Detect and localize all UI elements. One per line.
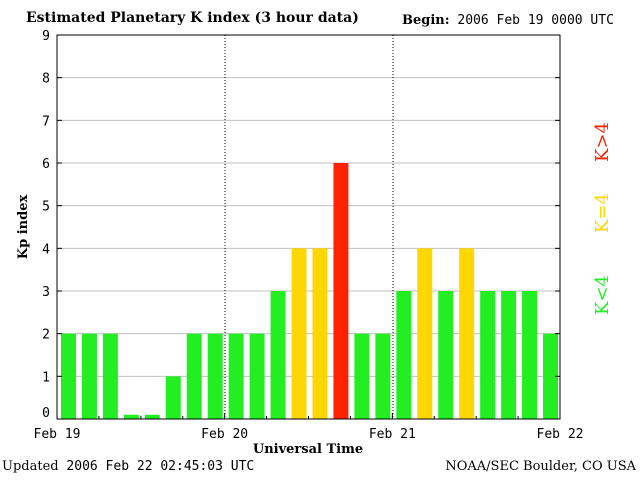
x-axis-label: Universal Time	[253, 442, 363, 457]
kp-bar-22	[501, 291, 517, 419]
kp-bar-5	[144, 414, 160, 419]
x-tick-label: Feb 20	[201, 427, 248, 442]
kp-bar-1	[61, 333, 76, 419]
y-tick-label: 1	[42, 370, 50, 385]
kp-bar-7	[186, 333, 202, 419]
kp-bar-20	[459, 248, 475, 419]
y-tick-label: 9	[42, 29, 50, 44]
y-tick-label: 0	[42, 406, 50, 421]
kp-bar-3	[102, 333, 118, 419]
kp-bar-14	[333, 163, 349, 419]
kp-bar-23	[522, 291, 538, 419]
kp-bar-2	[81, 333, 97, 419]
y-tick-label: 7	[42, 114, 50, 129]
kp-bar-8	[207, 333, 223, 419]
kp-bar-15	[354, 333, 370, 419]
y-tick-label: 5	[42, 200, 50, 215]
updated-info: Updated 2006 Feb 22 02:45:03 UTC	[2, 459, 254, 474]
y-tick-label: 8	[42, 72, 50, 87]
kp-bar-16	[375, 333, 391, 419]
legend-item-2: K=4	[592, 193, 613, 233]
y-tick-label: 2	[42, 328, 50, 343]
y-tick-label: 6	[42, 157, 50, 172]
source-credit: NOAA/SEC Boulder, CO USA	[445, 459, 636, 474]
begin-info: Begin: 2006 Feb 19 0000 UTC	[402, 13, 614, 28]
updated-value: 2006 Feb 22 02:45:03 UTC	[66, 459, 255, 474]
kp-bar-11	[270, 291, 286, 419]
kp-bar-13	[312, 248, 328, 419]
kp-bar-9	[228, 333, 244, 419]
kp-bar-12	[291, 248, 307, 419]
y-tick-label: 4	[42, 242, 50, 257]
kp-bar-10	[249, 333, 265, 419]
x-tick-label: Feb 22	[537, 427, 584, 442]
kp-bar-17	[396, 291, 412, 419]
kp-bar-24	[543, 333, 558, 419]
legend-item-1: K<4	[592, 275, 613, 315]
x-tick-label: Feb 21	[369, 427, 416, 442]
x-tick-label: Feb 19	[34, 427, 81, 442]
legend-item-3: K>4	[592, 122, 613, 162]
kp-bar-21	[480, 291, 496, 419]
begin-value: 2006 Feb 19 0000 UTC	[457, 13, 614, 28]
kp-bar-19	[438, 291, 454, 419]
updated-label: Updated	[2, 459, 59, 474]
chart-title: Estimated Planetary K index (3 hour data…	[26, 10, 359, 26]
kp-bar-18	[417, 248, 433, 419]
y-tick-label: 3	[42, 285, 50, 300]
kp-bar-6	[165, 376, 181, 419]
kp-bar-4	[123, 414, 139, 419]
begin-label: Begin:	[402, 13, 450, 28]
y-axis-label: Kp index	[16, 195, 31, 260]
